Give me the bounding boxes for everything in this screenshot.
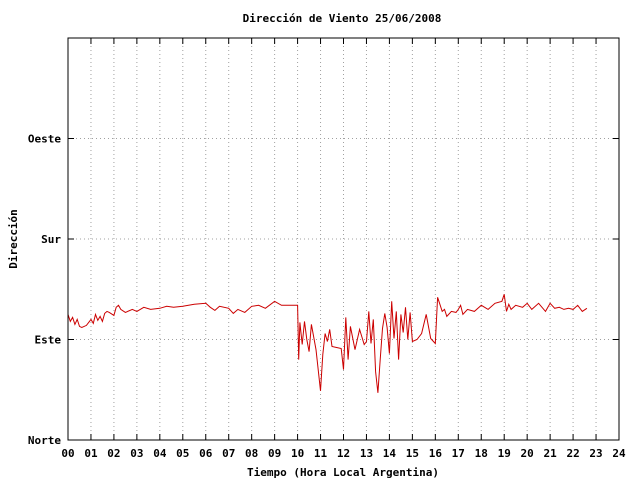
x-tick-label: 17 xyxy=(452,447,465,460)
y-tick-label: Oeste xyxy=(28,133,61,146)
x-tick-label: 03 xyxy=(130,447,143,460)
tick-marks xyxy=(67,38,620,441)
x-tick-label: 07 xyxy=(222,447,235,460)
series-layer xyxy=(67,294,588,393)
x-tick-label: 12 xyxy=(337,447,350,460)
x-tick-label: 20 xyxy=(521,447,534,460)
y-tick-labels: Norte Este Sur Oeste xyxy=(28,133,61,448)
x-tick-label: 22 xyxy=(566,447,579,460)
x-tick-label: 23 xyxy=(589,447,602,460)
x-tick-label: 06 xyxy=(199,447,213,460)
x-tick-label: 04 xyxy=(153,447,167,460)
chart-title: Dirección de Viento 25/06/2008 xyxy=(243,12,442,25)
x-tick-label: 24 xyxy=(612,447,626,460)
x-tick-label: 11 xyxy=(314,447,328,460)
x-tick-label: 13 xyxy=(360,447,373,460)
x-tick-label: 14 xyxy=(383,447,397,460)
x-tick-label: 08 xyxy=(245,447,258,460)
y-tick-label: Norte xyxy=(28,434,61,447)
x-tick-label: 15 xyxy=(406,447,419,460)
x-tick-label: 18 xyxy=(475,447,488,460)
x-tick-label: 19 xyxy=(498,447,511,460)
x-tick-label: 21 xyxy=(544,447,558,460)
wind-direction-series-line xyxy=(67,294,588,393)
x-tick-label: 02 xyxy=(107,447,120,460)
x-tick-label: 16 xyxy=(429,447,443,460)
x-tick-labels: 00 01 02 03 04 05 06 07 08 09 10 11 12 13 14 15 16 17 18 19… xyxy=(61,447,626,460)
x-tick-label: 01 xyxy=(84,447,98,460)
y-tick-label: Este xyxy=(35,334,62,347)
y-tick-label: Sur xyxy=(41,233,61,246)
x-tick-label: 10 xyxy=(291,447,304,460)
y-axis-label: Dirección xyxy=(7,209,20,269)
grid-lines xyxy=(68,38,619,440)
x-tick-label: 05 xyxy=(176,447,189,460)
x-tick-label: 00 xyxy=(61,447,74,460)
x-tick-label: 09 xyxy=(268,447,281,460)
x-axis-label: Tiempo (Hora Local Argentina) xyxy=(247,466,439,479)
